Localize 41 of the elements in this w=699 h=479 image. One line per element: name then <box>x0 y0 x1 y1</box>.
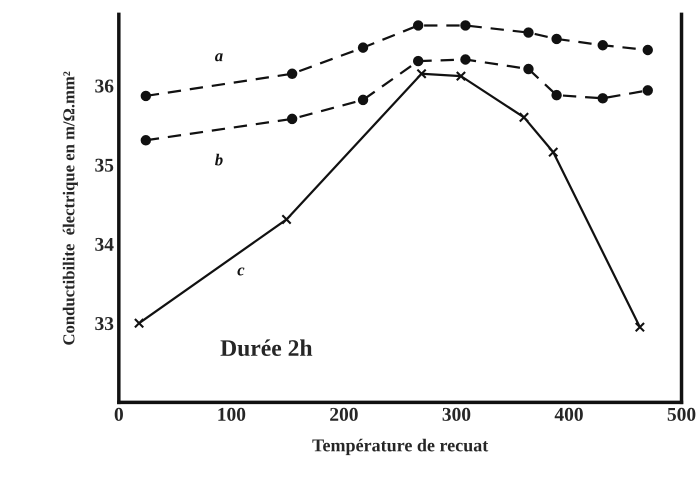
x-tick-label: 200 <box>330 408 358 421</box>
point <box>598 93 608 104</box>
point <box>416 68 427 79</box>
y-tick-label: 33 <box>95 317 114 330</box>
point <box>523 27 534 38</box>
x-axis-title: Température de recuat <box>312 438 488 456</box>
point <box>134 318 144 328</box>
x-tick-label: 300 <box>442 408 470 421</box>
point <box>634 322 646 332</box>
y-tick-label: 35 <box>95 158 114 172</box>
point <box>140 135 152 146</box>
point <box>358 42 368 53</box>
x-tick-label: 0 <box>114 408 123 421</box>
point <box>523 64 534 74</box>
point <box>642 44 653 56</box>
point <box>456 70 466 82</box>
point <box>460 20 471 31</box>
annotation: Durée 2h <box>220 339 312 356</box>
series-label: b <box>215 154 223 166</box>
point <box>286 114 298 124</box>
point <box>140 90 152 102</box>
point <box>551 90 562 100</box>
point <box>598 40 608 50</box>
point <box>548 146 558 158</box>
y-tick-label: 34 <box>95 238 114 251</box>
series-label: c <box>237 267 244 276</box>
x-tick-label: 100 <box>218 408 246 421</box>
point <box>281 214 292 225</box>
y-axis-title: Conductibilite électrique en m/Ω.mm² <box>62 72 78 345</box>
y-tick-label: 36 <box>95 80 114 93</box>
point <box>460 54 471 65</box>
point <box>551 34 562 44</box>
point <box>518 112 530 123</box>
series-label: a <box>215 53 223 62</box>
point <box>412 56 424 66</box>
point <box>286 68 298 79</box>
point <box>642 85 653 96</box>
point <box>358 94 368 106</box>
x-tick-label: 500 <box>668 408 696 421</box>
point <box>412 20 424 31</box>
x-tick-label: 400 <box>554 408 583 421</box>
